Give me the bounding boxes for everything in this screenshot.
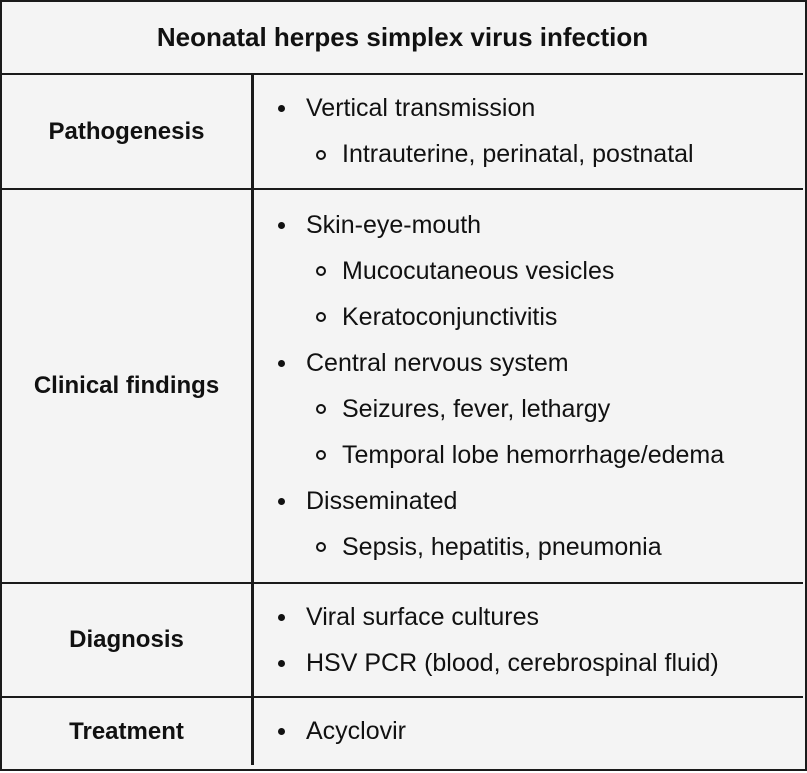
list-item-text: Vertical transmission xyxy=(306,94,535,123)
list-item-text: Viral surface cultures xyxy=(306,603,539,632)
row-content-diagnosis: Viral surface cultures HSV PCR (blood, c… xyxy=(254,584,803,698)
list-item-text: Acyclovir xyxy=(306,717,406,746)
row-content-clinical-findings: Skin-eye-mouth Mucocutaneous vesicles Ke… xyxy=(254,190,803,584)
list-item-text: Central nervous system xyxy=(306,349,569,378)
list-item-text: Skin-eye-mouth xyxy=(306,211,481,240)
row-content-treatment: Acyclovir xyxy=(254,698,803,765)
list-item-text: Disseminated xyxy=(306,487,457,516)
bullet-icon xyxy=(272,222,306,229)
bullet-icon xyxy=(272,498,306,505)
circle-bullet-icon xyxy=(312,266,342,276)
list-item: Viral surface cultures xyxy=(272,594,803,640)
row-heading-diagnosis: Diagnosis xyxy=(2,584,254,698)
circle-bullet-icon xyxy=(312,312,342,322)
list-item: Skin-eye-mouth xyxy=(272,202,803,248)
sub-list-item: Keratoconjunctivitis xyxy=(272,294,803,340)
circle-bullet-icon xyxy=(312,450,342,460)
sub-list-item-text: Intrauterine, perinatal, postnatal xyxy=(342,140,694,169)
row-heading-pathogenesis: Pathogenesis xyxy=(2,75,254,190)
row-content-pathogenesis: Vertical transmission Intrauterine, peri… xyxy=(254,75,803,190)
circle-bullet-icon xyxy=(312,542,342,552)
sub-list-item: Sepsis, hepatitis, pneumonia xyxy=(272,524,803,570)
sub-list-item: Mucocutaneous vesicles xyxy=(272,248,803,294)
list-item: Central nervous system xyxy=(272,340,803,386)
row-heading-treatment: Treatment xyxy=(2,698,254,765)
sub-list-item: Seizures, fever, lethargy xyxy=(272,386,803,432)
list-item-text: HSV PCR (blood, cerebrospinal fluid) xyxy=(306,649,719,678)
sub-list-item-text: Keratoconjunctivitis xyxy=(342,303,557,332)
bullet-icon xyxy=(272,360,306,367)
bullet-icon xyxy=(272,660,306,667)
list-item: Disseminated xyxy=(272,478,803,524)
sub-list-item-text: Temporal lobe hemorrhage/edema xyxy=(342,441,724,470)
sub-list-item-text: Seizures, fever, lethargy xyxy=(342,395,610,424)
list-item: HSV PCR (blood, cerebrospinal fluid) xyxy=(272,640,803,686)
sub-list-item: Temporal lobe hemorrhage/edema xyxy=(272,432,803,478)
circle-bullet-icon xyxy=(312,404,342,414)
list-item: Vertical transmission xyxy=(272,86,803,132)
sub-list-item-text: Sepsis, hepatitis, pneumonia xyxy=(342,533,662,562)
sub-list-item-text: Mucocutaneous vesicles xyxy=(342,257,614,286)
table-title: Neonatal herpes simplex virus infection xyxy=(2,2,803,75)
row-heading-clinical-findings: Clinical findings xyxy=(2,190,254,584)
circle-bullet-icon xyxy=(312,150,342,160)
sub-list-item: Intrauterine, perinatal, postnatal xyxy=(272,132,803,178)
bullet-icon xyxy=(272,728,306,735)
bullet-icon xyxy=(272,105,306,112)
bullet-icon xyxy=(272,614,306,621)
list-item: Acyclovir xyxy=(272,709,803,755)
